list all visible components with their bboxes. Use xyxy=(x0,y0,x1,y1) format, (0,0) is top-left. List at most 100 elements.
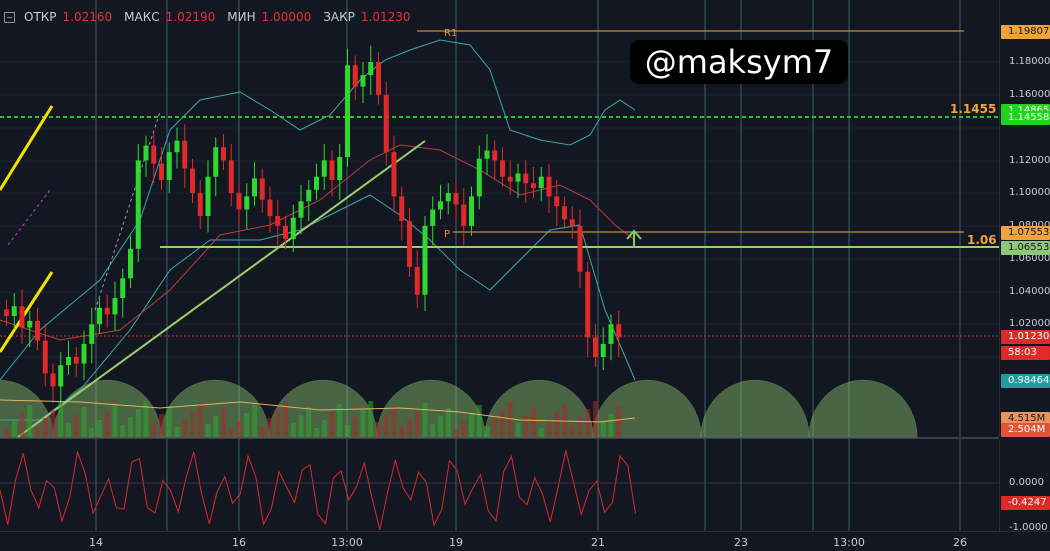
candle-body xyxy=(407,220,412,267)
candle-body xyxy=(445,193,451,202)
volume-bar xyxy=(383,414,389,437)
volume-bar xyxy=(337,404,343,437)
candle-body xyxy=(515,173,521,182)
candle-body xyxy=(391,152,397,197)
candle-body xyxy=(166,152,172,180)
candle-body xyxy=(244,196,250,210)
volume-bar xyxy=(546,420,552,437)
up-arrow-icon xyxy=(626,229,642,247)
low-label: МИН xyxy=(227,10,256,24)
pivot-p-label: P xyxy=(444,229,451,240)
volume-bar xyxy=(345,425,350,437)
volume-bar xyxy=(159,414,164,437)
candle-body xyxy=(376,62,381,95)
candle-body xyxy=(577,225,583,272)
time-axis[interactable]: 14 16 13:00 19 21 23 13:00 26 xyxy=(0,531,1050,551)
pivot-r1-label: R1 xyxy=(444,28,458,39)
collapse-legend-icon[interactable] xyxy=(4,11,15,23)
candle-body xyxy=(58,365,64,387)
candle-body xyxy=(27,320,33,328)
price-tick: 1.06000 xyxy=(1009,253,1050,264)
volume-bar xyxy=(407,419,412,437)
candle-body xyxy=(616,324,622,338)
volume-bar xyxy=(562,404,567,437)
volume-bar xyxy=(73,415,79,437)
candle-body xyxy=(368,62,374,76)
candle-body xyxy=(42,340,48,374)
candle-body xyxy=(414,266,420,295)
volume-bar xyxy=(236,421,242,437)
oscillator-axis[interactable]: 0.0000 -0.4247 -1.0000 xyxy=(999,440,1050,533)
candle-body xyxy=(221,147,226,161)
close-value: 1.01230 xyxy=(360,10,411,24)
volume-bar xyxy=(616,406,622,437)
time-cycle-dome xyxy=(700,379,810,438)
bollinger-upper xyxy=(0,39,636,381)
moving-average xyxy=(0,144,636,341)
candle-body xyxy=(360,75,366,87)
candle-body xyxy=(182,140,188,169)
price-tick: 1.18000 xyxy=(1009,56,1050,67)
volume-bar xyxy=(577,417,583,437)
open-value: 1.02160 xyxy=(62,10,113,24)
candle-body xyxy=(500,160,505,177)
volume-bar xyxy=(500,410,505,437)
candle-body xyxy=(112,298,118,315)
candle-body xyxy=(50,373,56,387)
close-label: ЗАКР xyxy=(323,10,355,24)
channel-yellow-upper xyxy=(0,105,54,191)
osc-tag-value: -0.4247 xyxy=(1001,496,1050,510)
candle-body xyxy=(190,168,195,194)
candle-body xyxy=(259,178,265,200)
volume-bar xyxy=(197,403,203,437)
volume-bar xyxy=(190,411,195,437)
candle-body xyxy=(19,306,25,328)
candle-body xyxy=(252,178,257,197)
candle-body xyxy=(476,158,482,197)
candle-body xyxy=(298,201,304,218)
price-axis[interactable]: 1.18000 1.16000 1.12000 1.10000 1.08000 … xyxy=(999,0,1050,437)
volume-bar xyxy=(484,426,490,437)
price-tick: 1.08000 xyxy=(1009,220,1050,232)
volume-bar xyxy=(422,403,428,437)
volume-bar xyxy=(182,419,188,437)
volume-tag-1: 4.515M xyxy=(1001,412,1050,426)
volume-bar xyxy=(244,413,250,437)
volume-bar xyxy=(321,420,327,437)
price-tag-pivot-p: 1.07553 xyxy=(1001,226,1050,240)
volume-bar xyxy=(554,412,560,437)
volume-bar xyxy=(42,418,48,437)
candle-body xyxy=(89,324,95,344)
candle-body xyxy=(159,163,164,180)
volume-bar xyxy=(430,424,436,437)
candle-body xyxy=(151,145,157,164)
price-tag-green-level: 1.14558 xyxy=(1001,111,1050,125)
candle-body xyxy=(213,147,219,177)
candle-body xyxy=(290,217,296,239)
volume-bar xyxy=(306,407,312,437)
price-tick: 1.12000 xyxy=(1009,155,1050,166)
volume-bar xyxy=(11,421,17,437)
volume-bar xyxy=(259,426,265,437)
candle-body xyxy=(554,196,560,207)
level-label-1455: 1.1455 xyxy=(950,102,997,116)
candle-body xyxy=(585,271,591,338)
candle-body xyxy=(174,140,180,153)
volume-bar xyxy=(112,404,118,437)
candle-body xyxy=(469,196,474,226)
projection-dashed xyxy=(94,111,161,311)
volume-bar xyxy=(507,402,513,437)
level-label-106: 1.06 xyxy=(967,233,997,247)
volume-bar xyxy=(4,429,9,437)
candle-body xyxy=(422,225,428,295)
volume-bar xyxy=(461,421,467,437)
candle-body xyxy=(73,357,79,364)
candle-body xyxy=(600,343,606,357)
volume-bar xyxy=(515,423,521,437)
volume-bar xyxy=(492,418,498,437)
time-tick: 16 xyxy=(232,536,246,549)
price-tick: 1.02000 xyxy=(1009,318,1050,329)
volume-bar xyxy=(600,422,606,437)
